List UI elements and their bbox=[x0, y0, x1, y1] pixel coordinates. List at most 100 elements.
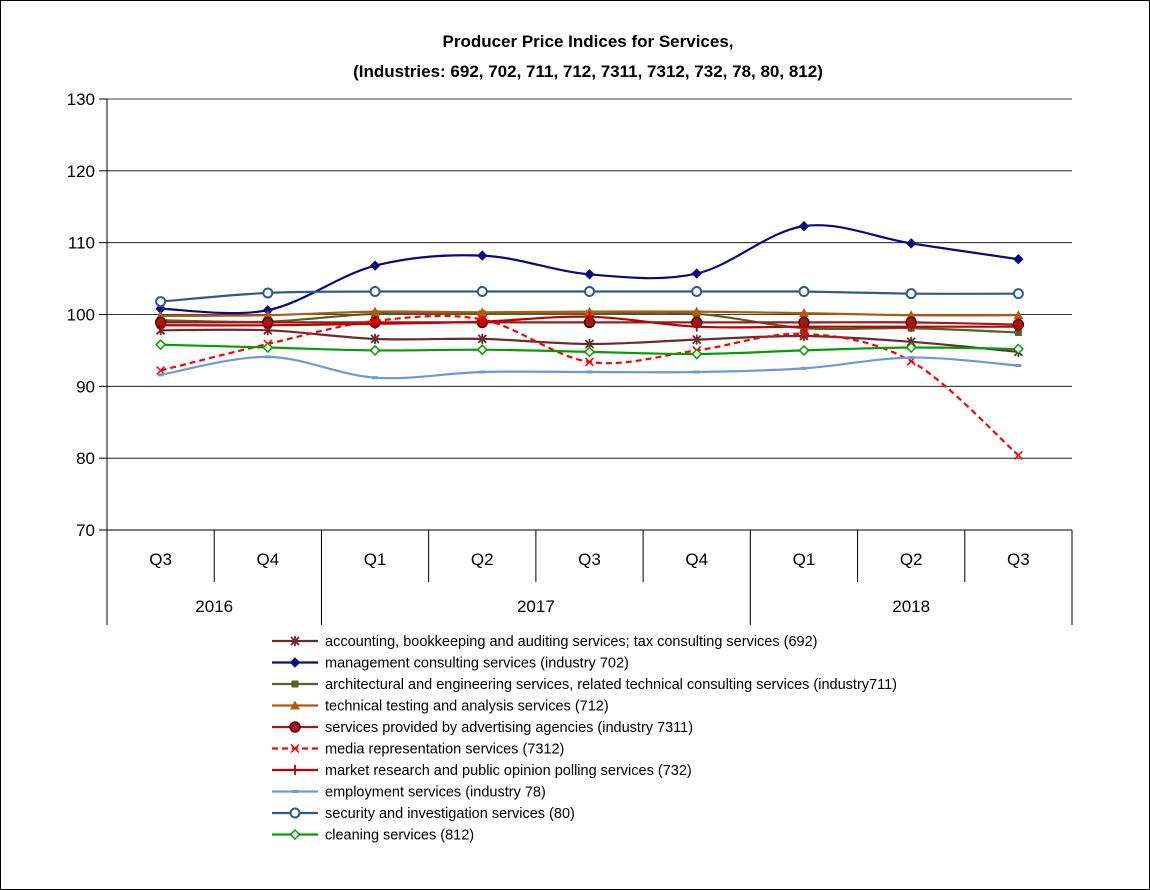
legend-entry: management consulting services (industry… bbox=[272, 656, 629, 672]
data-point bbox=[1012, 343, 1024, 355]
y-tick-label: 110 bbox=[68, 234, 95, 253]
data-point bbox=[905, 288, 917, 300]
y-tick-label: 120 bbox=[67, 162, 95, 181]
data-point bbox=[691, 321, 702, 332]
data-point bbox=[905, 238, 917, 249]
data-point bbox=[370, 306, 381, 316]
legend-entry: security and investigation services (80) bbox=[272, 806, 575, 822]
data-point bbox=[1014, 328, 1022, 336]
data-point bbox=[1013, 253, 1024, 265]
data-point bbox=[369, 286, 381, 298]
legend-entry: accounting, bookkeeping and auditing ser… bbox=[272, 634, 817, 650]
data-point bbox=[584, 311, 595, 322]
data-point bbox=[477, 250, 488, 261]
data-point bbox=[798, 220, 810, 232]
data-point bbox=[290, 765, 300, 775]
data-point bbox=[584, 306, 595, 316]
legend-label: architectural and engineering services, … bbox=[325, 677, 897, 693]
data-point bbox=[584, 286, 595, 298]
y-tick-label: 100 bbox=[67, 306, 95, 325]
data-point bbox=[291, 680, 299, 688]
data-point bbox=[1012, 288, 1024, 300]
quarter-label: Q1 bbox=[793, 550, 816, 569]
series-6 bbox=[156, 314, 1023, 460]
data-point bbox=[289, 721, 301, 733]
data-series bbox=[154, 220, 1025, 460]
series-10 bbox=[155, 339, 1024, 360]
legend: accounting, bookkeeping and auditing ser… bbox=[272, 634, 897, 844]
data-point bbox=[477, 316, 488, 327]
quarter-label: Q3 bbox=[1007, 550, 1030, 569]
data-point bbox=[1013, 321, 1024, 332]
chart-title-line1: Producer Price Indices for Services, bbox=[442, 32, 733, 51]
quarter-label: Q2 bbox=[900, 550, 923, 569]
legend-entry: technical testing and analysis services … bbox=[272, 699, 609, 715]
data-point bbox=[583, 346, 596, 358]
y-tick-label: 70 bbox=[76, 521, 95, 540]
data-point bbox=[905, 341, 917, 354]
data-point bbox=[290, 636, 300, 646]
data-point bbox=[156, 365, 166, 376]
data-point bbox=[290, 743, 300, 754]
legend-entry: cleaning services (812) bbox=[272, 828, 474, 844]
legend-label: technical testing and analysis services … bbox=[325, 699, 609, 715]
legend-label: services provided by advertising agencie… bbox=[325, 720, 693, 736]
y-tick-label: 80 bbox=[76, 449, 95, 468]
chart-title-line2: (Industries: 692, 702, 711, 712, 7311, 7… bbox=[353, 62, 823, 81]
data-point bbox=[262, 310, 273, 320]
data-point bbox=[691, 286, 703, 298]
data-point bbox=[1013, 450, 1023, 460]
legend-label: accounting, bookkeeping and auditing ser… bbox=[325, 634, 817, 650]
legend-label: cleaning services (812) bbox=[325, 828, 474, 844]
legend-label: security and investigation services (80) bbox=[325, 806, 575, 822]
data-point bbox=[289, 657, 301, 668]
data-point bbox=[370, 318, 381, 329]
axes bbox=[106, 99, 1072, 531]
data-point bbox=[477, 307, 488, 317]
data-point bbox=[584, 269, 595, 280]
data-point bbox=[262, 320, 273, 331]
legend-entry: architectural and engineering services, … bbox=[272, 677, 897, 693]
series-line bbox=[160, 314, 1020, 457]
y-axis-ticks: 70 80 90 100 110 120 130 bbox=[67, 90, 107, 540]
data-point bbox=[476, 286, 488, 298]
data-point bbox=[370, 333, 380, 344]
year-label: 2017 bbox=[517, 597, 555, 616]
data-point bbox=[691, 306, 702, 316]
series-8 bbox=[157, 355, 1022, 380]
quarter-label: Q4 bbox=[685, 550, 708, 569]
data-point bbox=[798, 321, 809, 332]
quarter-label: Q1 bbox=[364, 550, 387, 569]
data-point bbox=[476, 344, 488, 356]
data-point bbox=[369, 260, 381, 271]
year-label: 2018 bbox=[892, 597, 930, 616]
legend-entry: services provided by advertising agencie… bbox=[272, 720, 693, 736]
year-label: 2016 bbox=[195, 597, 233, 616]
x-axis-categories: Q3 Q4 Q1 Q2 Q3 Q4 Q1 Q2 Q3 2016 2017 2018 bbox=[106, 530, 1073, 625]
data-point bbox=[799, 329, 809, 339]
series-2 bbox=[155, 220, 1024, 316]
data-point bbox=[262, 341, 274, 354]
data-point bbox=[1013, 310, 1024, 320]
data-point bbox=[369, 344, 381, 356]
quarter-label: Q2 bbox=[471, 550, 494, 569]
y-tick-label: 90 bbox=[76, 377, 95, 396]
series-7 bbox=[155, 311, 1024, 332]
legend-entry: media representation services (7312) bbox=[272, 742, 564, 758]
legend-label: media representation services (7312) bbox=[325, 742, 564, 758]
data-point bbox=[289, 807, 301, 819]
legend-label: market research and public opinion polli… bbox=[325, 763, 692, 779]
data-point bbox=[798, 308, 809, 318]
legend-entry: employment services (industry 78) bbox=[272, 785, 546, 801]
data-point bbox=[798, 344, 810, 356]
series-9 bbox=[155, 286, 1024, 308]
legend-entry: market research and public opinion polli… bbox=[272, 763, 692, 779]
data-point bbox=[290, 700, 300, 710]
data-point bbox=[691, 268, 702, 279]
data-point bbox=[691, 348, 703, 360]
data-point bbox=[798, 286, 810, 298]
data-point bbox=[289, 828, 301, 841]
y-tick-label: 130 bbox=[67, 90, 95, 109]
